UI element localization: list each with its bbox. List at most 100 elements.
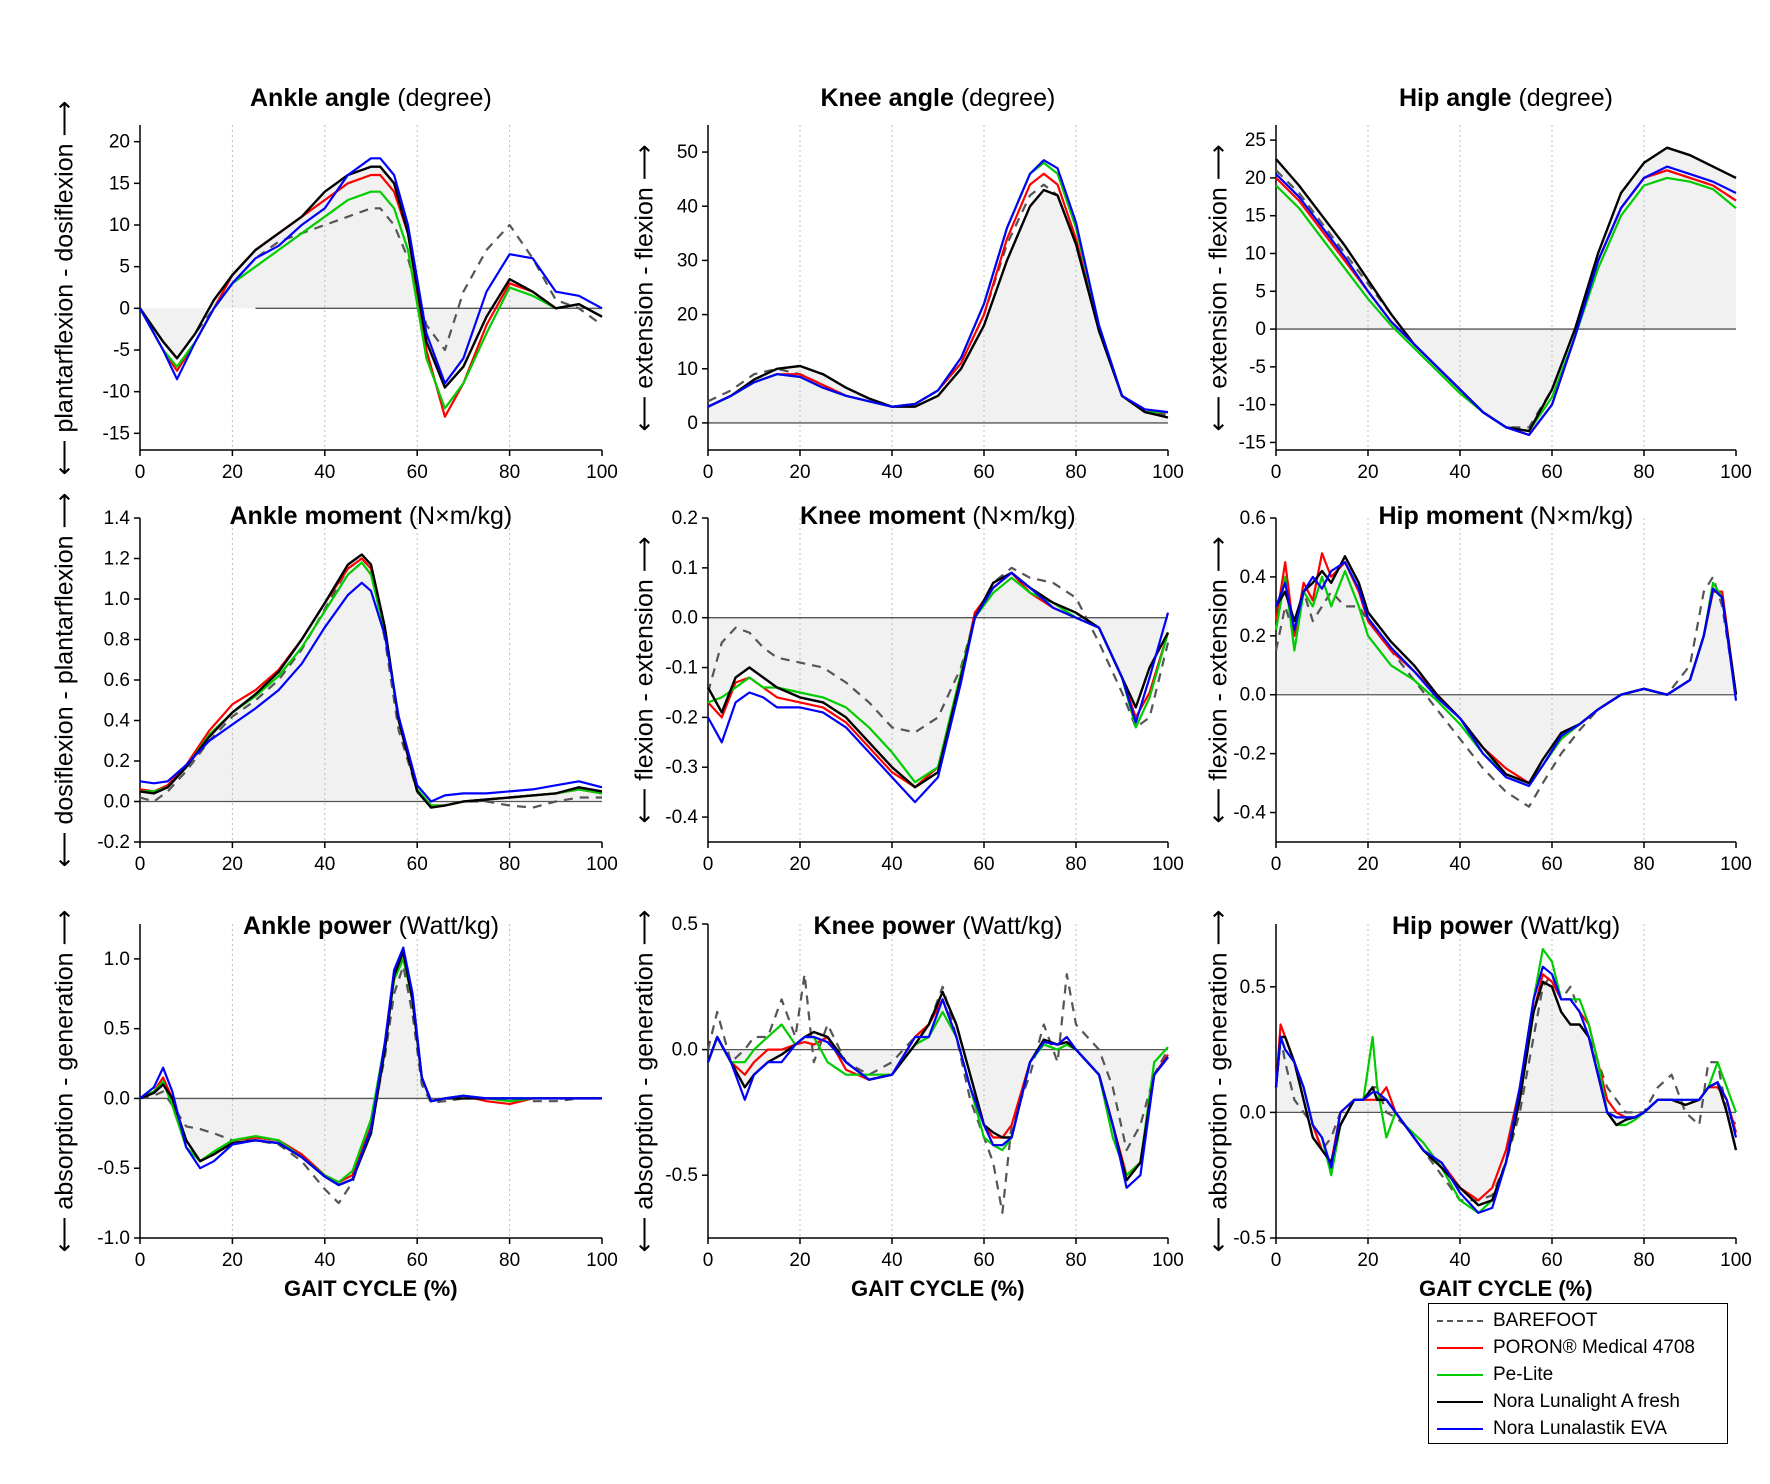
x-tick-label: 60 — [973, 1250, 994, 1271]
y-tick-label: 0.5 — [1240, 977, 1266, 998]
y-tick-label: 0.4 — [104, 711, 131, 732]
y-tick-label: 0 — [1255, 319, 1266, 340]
y-tick-label: 0.0 — [672, 1040, 698, 1061]
x-tick-label: 100 — [586, 462, 618, 483]
x-tick-label: 20 — [1357, 1250, 1378, 1271]
panel-title: Hip moment (N×m/kg) — [1379, 502, 1634, 531]
y-tick-label: 20 — [1245, 168, 1266, 189]
panel-title-unit: (degree) — [953, 84, 1056, 112]
x-tick-label: 40 — [314, 462, 335, 483]
y-tick-label: -0.2 — [1233, 744, 1266, 765]
x-tick-label: 80 — [1633, 854, 1654, 875]
x-tick-label: 80 — [499, 1250, 520, 1271]
series-line — [707, 188, 1169, 419]
panel-title-bold: Hip angle — [1399, 84, 1512, 112]
x-tick-label: 100 — [1152, 854, 1184, 875]
x-tick-label: 0 — [1271, 854, 1282, 875]
y-tick-label: 0.8 — [104, 630, 130, 651]
panel-title-unit: (degree) — [1511, 84, 1613, 112]
legend-item: BAREFOOT — [1437, 1308, 1598, 1334]
y-tick-label: 40 — [677, 196, 698, 217]
series-line — [139, 157, 603, 385]
y-tick-label: 1.0 — [104, 949, 130, 970]
y-tick-label: -15 — [103, 423, 130, 444]
panel-title: Ankle angle (degree) — [250, 84, 492, 113]
x-tick-label: 60 — [1541, 462, 1562, 483]
legend-swatch — [1437, 1401, 1483, 1403]
shaded-area — [1276, 147, 1736, 432]
legend-item: Pe-Lite — [1437, 1362, 1553, 1388]
panel-title-bold: Knee moment — [800, 502, 966, 530]
legend-label: Nora Lunalight A fresh — [1493, 1391, 1680, 1412]
x-tick-label: 60 — [407, 462, 428, 483]
x-tick-label: 20 — [789, 854, 810, 875]
y-tick-label: -0.5 — [1233, 1228, 1266, 1249]
y-tick-label: 0.5 — [672, 914, 698, 935]
panel-title-bold: Ankle angle — [250, 84, 391, 112]
panel-title: Knee moment (N×m/kg) — [800, 502, 1076, 531]
x-tick-label: 20 — [222, 854, 243, 875]
panel-title-bold: Hip moment — [1378, 502, 1523, 530]
shaded-area — [140, 951, 602, 1185]
x-tick-label: 100 — [1152, 462, 1184, 483]
x-tick-label: 0 — [703, 1250, 714, 1271]
y-tick-label: 10 — [109, 215, 130, 236]
panel-title: Hip power (Watt/kg) — [1392, 912, 1620, 941]
shaded-area — [140, 166, 602, 388]
series-line — [1274, 575, 1738, 808]
y-tick-label: -5 — [113, 340, 130, 361]
panel-title-bold: Ankle power — [243, 912, 392, 940]
y-tick-label: 1.0 — [104, 589, 130, 610]
y-tick-label: 1.2 — [104, 549, 130, 570]
x-tick-label: 100 — [1720, 854, 1752, 875]
y-tick-label: 0.1 — [672, 558, 698, 579]
panel-title-bold: Ankle moment — [229, 502, 402, 530]
series-line — [1275, 165, 1737, 436]
y-tick-label: -0.4 — [1233, 803, 1266, 824]
x-tick-label: 0 — [1271, 462, 1282, 483]
x-tick-label: 60 — [407, 854, 428, 875]
legend-label: PORON® Medical 4708 — [1493, 1337, 1695, 1358]
y-tick-label: -0.2 — [97, 832, 130, 853]
x-tick-label: 80 — [1065, 462, 1086, 483]
panel-title-bold: Hip power — [1392, 912, 1513, 940]
series-line — [139, 581, 603, 803]
panel-title: Knee angle (degree) — [821, 84, 1056, 113]
y-tick-label: 5 — [119, 257, 130, 278]
y-tick-label: -0.5 — [665, 1165, 698, 1186]
panel-title: Knee power (Watt/kg) — [814, 912, 1063, 941]
series-line — [1274, 973, 1737, 1202]
x-axis-label: GAIT CYCLE (%) — [1419, 1276, 1593, 1301]
series-line — [1274, 965, 1738, 1214]
panel-title-bold: Knee angle — [820, 84, 954, 112]
panel-title-unit: (degree) — [390, 84, 492, 112]
y-tick-label: 0.6 — [104, 670, 130, 691]
y-tick-label: 0.4 — [1240, 567, 1267, 588]
y-tick-label: 0.6 — [1240, 508, 1266, 529]
y-tick-label: 0.2 — [104, 751, 130, 772]
legend-item: Nora Lunalight A fresh — [1437, 1389, 1680, 1415]
x-tick-label: 60 — [1541, 1250, 1562, 1271]
y-tick-label: 30 — [677, 250, 698, 271]
x-tick-label: 80 — [1633, 462, 1654, 483]
x-tick-label: 80 — [1065, 854, 1086, 875]
x-tick-label: 80 — [499, 854, 520, 875]
x-tick-label: 80 — [1065, 1250, 1086, 1271]
x-tick-label: 20 — [1357, 462, 1378, 483]
x-tick-label: 60 — [407, 1250, 428, 1271]
y-tick-label: 15 — [1245, 206, 1266, 227]
y-tick-label: -15 — [1239, 432, 1266, 453]
y-tick-label: 50 — [677, 142, 698, 163]
y-tick-label: 25 — [1245, 130, 1266, 151]
x-tick-label: 60 — [1541, 854, 1562, 875]
x-tick-label: 0 — [703, 462, 714, 483]
x-tick-label: 20 — [789, 1250, 810, 1271]
x-tick-label: 20 — [789, 462, 810, 483]
